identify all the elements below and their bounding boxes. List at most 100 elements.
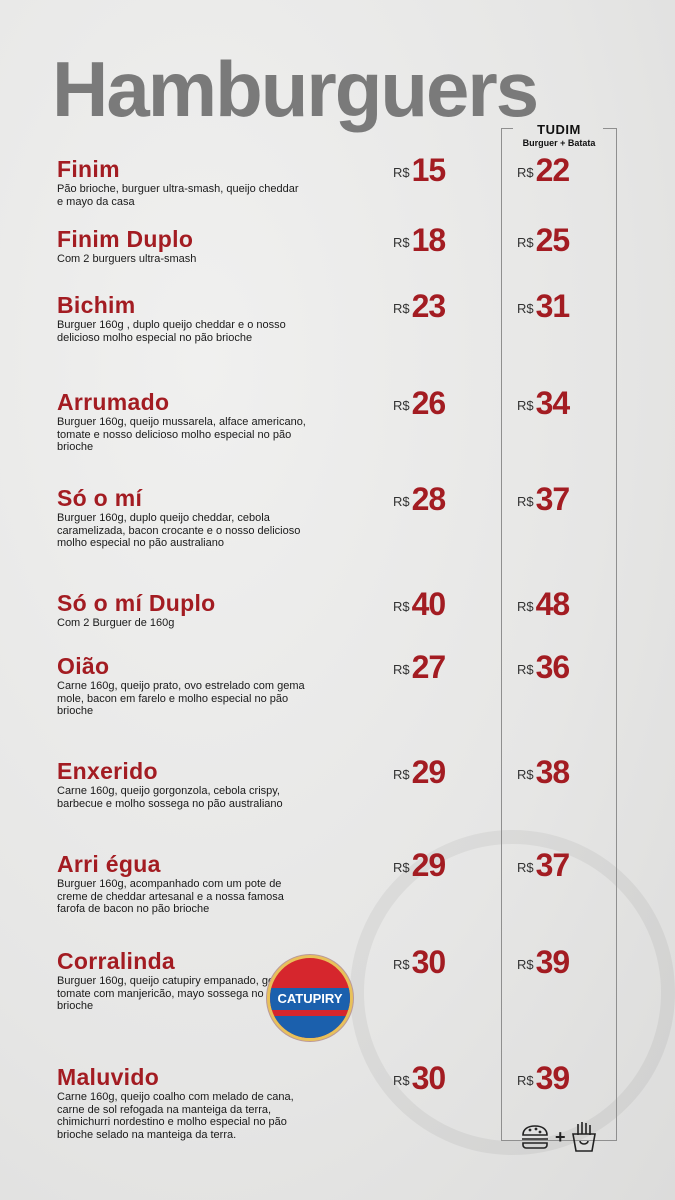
- item-price: R$18: [393, 222, 447, 259]
- currency: R$: [393, 599, 410, 614]
- burger-icon: [522, 1125, 548, 1149]
- item-description: Pão brioche, burguer ultra-smash, queijo…: [57, 183, 299, 208]
- combo-price-value: 38: [535, 754, 571, 790]
- currency: R$: [393, 165, 410, 180]
- currency: R$: [517, 599, 534, 614]
- item-name: Finim: [57, 156, 120, 182]
- item-name: Arrumado: [57, 389, 170, 415]
- item-name: Maluvido: [57, 1064, 160, 1090]
- item-price: R$30: [393, 944, 447, 981]
- currency: R$: [517, 767, 534, 782]
- combo-price-value: 37: [535, 481, 571, 517]
- page-title: Hamburguers: [52, 45, 539, 133]
- currency: R$: [517, 1073, 534, 1088]
- item-name: Bichim: [57, 292, 136, 318]
- combo-price: R$38: [517, 754, 571, 791]
- combo-price: R$34: [517, 385, 571, 422]
- combo-price: R$36: [517, 649, 571, 686]
- item-price: R$29: [393, 847, 447, 884]
- item-name: Corralinda: [57, 948, 176, 974]
- combo-price-value: 39: [535, 1060, 571, 1096]
- combo-price: R$39: [517, 1060, 571, 1097]
- combo-price-value: 31: [535, 288, 571, 324]
- item-description: Burguer 160g, queijo catupiry empanado, …: [57, 975, 307, 1012]
- combo-icons: +: [519, 1121, 598, 1153]
- combo-column-frame: [501, 128, 617, 1141]
- price-value: 26: [411, 385, 447, 421]
- combo-header: TUDIM Burguer + Batata: [501, 122, 617, 148]
- currency: R$: [517, 662, 534, 677]
- item-description: Burguer 160g, duplo queijo cheddar, cebo…: [57, 512, 301, 549]
- combo-price-value: 22: [535, 152, 571, 188]
- item-name: Oião: [57, 653, 110, 679]
- plus-icon: +: [555, 1126, 566, 1147]
- price-value: 27: [411, 649, 447, 685]
- item-description: Com 2 burguers ultra-smash: [57, 253, 197, 265]
- combo-price: R$31: [517, 288, 571, 325]
- price-value: 29: [411, 847, 447, 883]
- frame-line: [603, 128, 616, 129]
- combo-price: R$48: [517, 586, 571, 623]
- price-value: 28: [411, 481, 447, 517]
- item-description: Carne 160g, queijo prato, ovo estrelado …: [57, 680, 305, 717]
- currency: R$: [517, 235, 534, 250]
- item-name: Arri égua: [57, 851, 161, 877]
- item-description: Burguer 160g , duplo queijo cheddar e o …: [57, 319, 286, 344]
- item-name: Só o mí: [57, 485, 143, 511]
- currency: R$: [393, 494, 410, 509]
- combo-price: R$39: [517, 944, 571, 981]
- combo-price: R$37: [517, 847, 571, 884]
- combo-price-value: 37: [535, 847, 571, 883]
- combo-price: R$22: [517, 152, 571, 189]
- item-price: R$23: [393, 288, 447, 325]
- item-price: R$40: [393, 586, 447, 623]
- currency: R$: [393, 235, 410, 250]
- currency: R$: [517, 860, 534, 875]
- combo-title: TUDIM: [537, 122, 581, 137]
- combo-price: R$37: [517, 481, 571, 518]
- currency: R$: [393, 860, 410, 875]
- currency: R$: [517, 494, 534, 509]
- item-description: Carne 160g, queijo gorgonzola, cebola cr…: [57, 785, 283, 810]
- price-value: 29: [411, 754, 447, 790]
- currency: R$: [517, 301, 534, 316]
- combo-price: R$25: [517, 222, 571, 259]
- item-price: R$29: [393, 754, 447, 791]
- price-value: 23: [411, 288, 447, 324]
- item-description: Burguer 160g, acompanhado com um pote de…: [57, 878, 284, 915]
- item-name: Enxerido: [57, 758, 158, 784]
- currency: R$: [393, 1073, 410, 1088]
- combo-price-value: 39: [535, 944, 571, 980]
- item-description: Carne 160g, queijo coalho com melado de …: [57, 1091, 294, 1141]
- item-price: R$26: [393, 385, 447, 422]
- catupiry-logo: CATUPIRY: [267, 955, 353, 1041]
- item-price: R$28: [393, 481, 447, 518]
- price-value: 30: [411, 944, 447, 980]
- currency: R$: [393, 398, 410, 413]
- item-price: R$15: [393, 152, 446, 189]
- currency: R$: [393, 662, 410, 677]
- price-value: 18: [411, 222, 447, 258]
- combo-price-value: 48: [535, 586, 571, 622]
- price-value: 30: [411, 1060, 447, 1096]
- currency: R$: [517, 957, 534, 972]
- combo-price-value: 34: [535, 385, 571, 421]
- item-price: R$30: [393, 1060, 447, 1097]
- currency: R$: [393, 957, 410, 972]
- combo-price-value: 25: [535, 222, 571, 258]
- currency: R$: [517, 165, 534, 180]
- combo-price-value: 36: [535, 649, 571, 685]
- item-description: Com 2 Burguer de 160g: [57, 617, 175, 629]
- item-description: Burguer 160g, queijo mussarela, alface a…: [57, 416, 306, 453]
- frame-line: [501, 128, 513, 129]
- combo-subtitle: Burguer + Batata: [522, 138, 596, 148]
- currency: R$: [393, 767, 410, 782]
- fries-icon: [571, 1122, 596, 1152]
- currency: R$: [393, 301, 410, 316]
- price-value: 40: [411, 586, 447, 622]
- item-name: Só o mí Duplo: [57, 590, 216, 616]
- currency: R$: [517, 398, 534, 413]
- catupiry-logo-text: CATUPIRY: [277, 991, 343, 1006]
- item-price: R$27: [393, 649, 447, 686]
- item-name: Finim Duplo: [57, 226, 194, 252]
